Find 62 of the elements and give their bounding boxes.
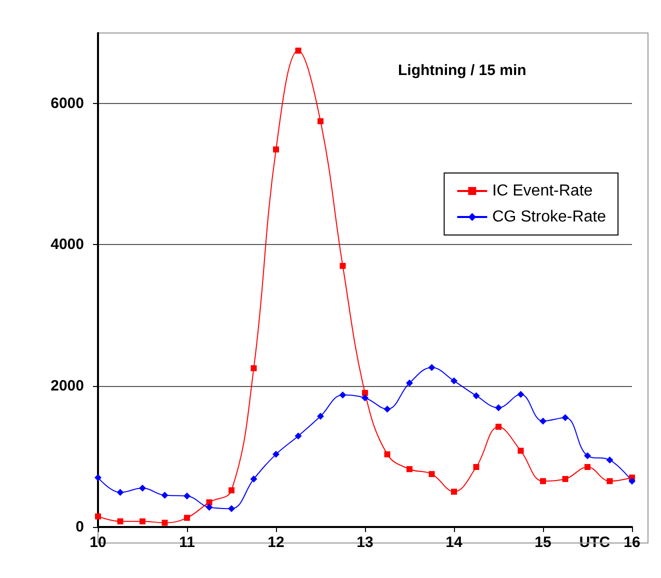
- legend-label: IC Event-Rate: [492, 182, 593, 200]
- point: [384, 451, 390, 458]
- point: [117, 518, 124, 524]
- y-tick-label: 0: [76, 518, 84, 536]
- y-tick-label: 2000: [50, 377, 84, 394]
- point: [428, 471, 435, 478]
- point: [450, 377, 458, 384]
- point: [540, 478, 546, 484]
- point: [540, 418, 546, 425]
- point: [495, 404, 502, 412]
- point: [250, 476, 258, 483]
- point: [606, 456, 614, 464]
- point: [250, 365, 257, 372]
- point: [584, 452, 591, 460]
- point: [428, 364, 436, 372]
- point: [362, 390, 368, 396]
- x-tick-label: 12: [268, 534, 284, 551]
- point: [362, 394, 368, 402]
- x-tick-label: 14: [446, 534, 463, 551]
- point: [206, 504, 213, 511]
- point: [584, 464, 590, 470]
- point: [140, 518, 146, 524]
- x-tick-label: 13: [356, 534, 374, 551]
- point: [295, 48, 302, 54]
- point: [406, 466, 412, 472]
- point: [518, 448, 524, 454]
- point: [161, 492, 168, 499]
- point: [228, 505, 235, 512]
- point: [294, 432, 302, 440]
- point: [406, 380, 413, 387]
- point: [95, 513, 101, 520]
- point: [472, 392, 480, 400]
- x-tick-label: 11: [179, 534, 195, 551]
- point: [384, 406, 391, 413]
- point: [317, 412, 324, 420]
- point: [184, 492, 190, 500]
- point: [318, 118, 324, 124]
- point: [473, 464, 480, 470]
- x-tick-label: 10: [90, 534, 106, 551]
- point: [228, 487, 234, 494]
- legend-label: CG Stroke-Rate: [492, 208, 606, 226]
- point: [340, 262, 346, 269]
- point: [94, 474, 102, 482]
- point: [496, 424, 502, 430]
- point: [273, 146, 279, 152]
- text: Lightning / 15 min: [398, 62, 526, 79]
- x-tick-label: 16: [624, 534, 640, 551]
- point: [562, 476, 568, 482]
- point: [116, 488, 124, 496]
- point: [451, 488, 457, 495]
- point: [606, 478, 613, 484]
- point: [628, 478, 636, 485]
- point: [339, 392, 346, 399]
- x-tick-label: 15: [534, 534, 552, 551]
- point: [162, 520, 168, 526]
- y-tick-label: 6000: [50, 95, 84, 112]
- point: [272, 450, 280, 458]
- point: [517, 390, 524, 398]
- point: [139, 484, 146, 492]
- point: [184, 514, 190, 521]
- point: [562, 414, 569, 422]
- y-tick-label: 4000: [50, 236, 84, 254]
